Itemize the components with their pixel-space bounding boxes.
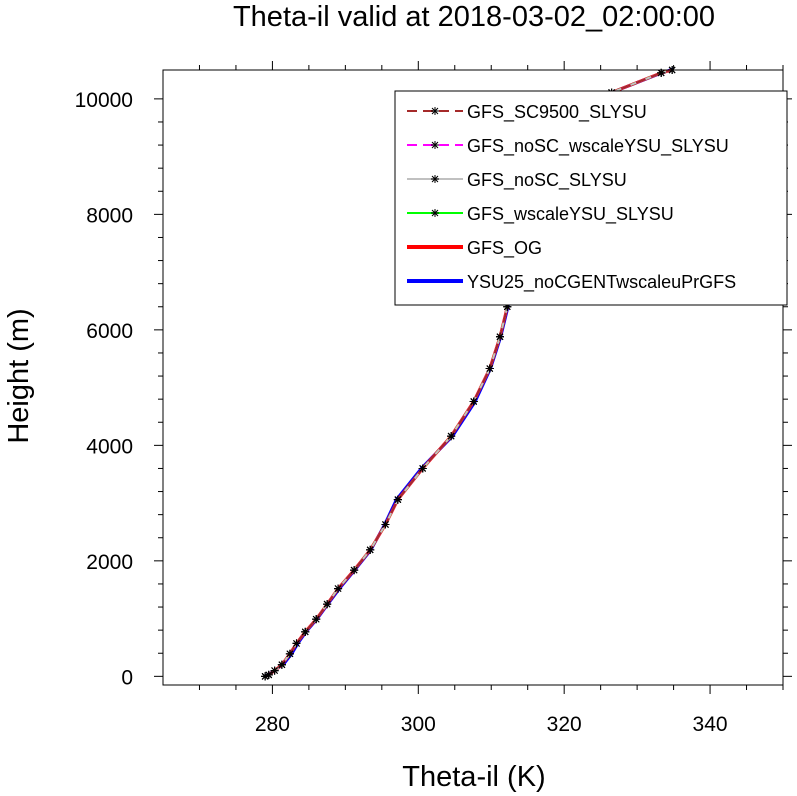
data-point-marker — [334, 584, 343, 593]
legend-label: GFS_OG — [467, 238, 542, 259]
x-tick-label: 340 — [693, 713, 728, 736]
legend-item: YSU25_noCGENTwscaleuPrGFS — [407, 272, 736, 293]
y-axis-label: Height (m) — [3, 308, 35, 443]
legend-item: GFS_noSC_SLYSU — [407, 170, 627, 191]
chart-title: Theta-il valid at 2018-03-02_02:00:00 — [233, 1, 715, 33]
x-tick-label: 300 — [401, 713, 436, 736]
data-point-marker — [447, 432, 456, 441]
legend-item: GFS_noSC_wscaleYSU_SLYSU — [407, 136, 729, 157]
legend-marker — [431, 107, 439, 115]
legend-item: GFS_SC9500_SLYSU — [407, 102, 647, 123]
legend-label: GFS_wscaleYSU_SLYSU — [467, 204, 674, 225]
legend-label: YSU25_noCGENTwscaleuPrGFS — [467, 272, 736, 293]
data-point-marker — [277, 660, 286, 669]
data-point-marker — [418, 464, 427, 473]
legend-item: GFS_OG — [407, 238, 542, 259]
data-point-marker — [469, 397, 478, 406]
data-point-marker — [285, 649, 294, 658]
data-point-marker — [503, 302, 512, 311]
data-point-marker — [350, 566, 359, 575]
legend-marker — [431, 141, 439, 149]
legend: GFS_SC9500_SLYSU GFS_noSC_wscaleYSU_SLYSU… — [394, 90, 788, 306]
legend-marker — [431, 175, 439, 183]
data-point-marker — [366, 545, 375, 554]
data-point-marker — [301, 627, 310, 636]
data-point-marker — [323, 600, 332, 609]
data-point-marker — [381, 520, 390, 529]
x-tick-label: 280 — [255, 713, 290, 736]
legend-box — [394, 90, 788, 306]
legend-label: GFS_noSC_SLYSU — [467, 170, 627, 191]
y-tick-label: 4000 — [86, 435, 133, 458]
legend-label: GFS_noSC_wscaleYSU_SLYSU — [467, 136, 729, 157]
data-point-marker — [657, 68, 666, 77]
legend-item: GFS_wscaleYSU_SLYSU — [407, 204, 674, 225]
data-point-marker — [292, 639, 301, 648]
data-point-marker — [264, 670, 273, 679]
data-point-marker — [261, 672, 270, 681]
ticks-layer: 280 300 320 340 0 2000 4000 6000 8000 10000 — [75, 61, 792, 736]
y-tick-label: 0 — [121, 666, 133, 689]
data-point-marker — [312, 615, 321, 624]
x-tick-label: 320 — [547, 713, 582, 736]
y-tick-label: 2000 — [86, 551, 133, 574]
y-tick-label: 6000 — [86, 320, 133, 343]
x-axis-label: Theta-il (K) — [402, 761, 545, 793]
data-point-marker — [495, 332, 504, 341]
data-point-marker — [485, 364, 494, 373]
y-tick-label: 8000 — [86, 204, 133, 227]
data-point-marker — [393, 495, 402, 504]
y-tick-label: 10000 — [75, 89, 133, 112]
legend-marker — [431, 209, 439, 217]
plot-frame — [162, 69, 784, 686]
data-point-marker — [270, 666, 279, 675]
legend-label: GFS_SC9500_SLYSU — [467, 102, 647, 123]
